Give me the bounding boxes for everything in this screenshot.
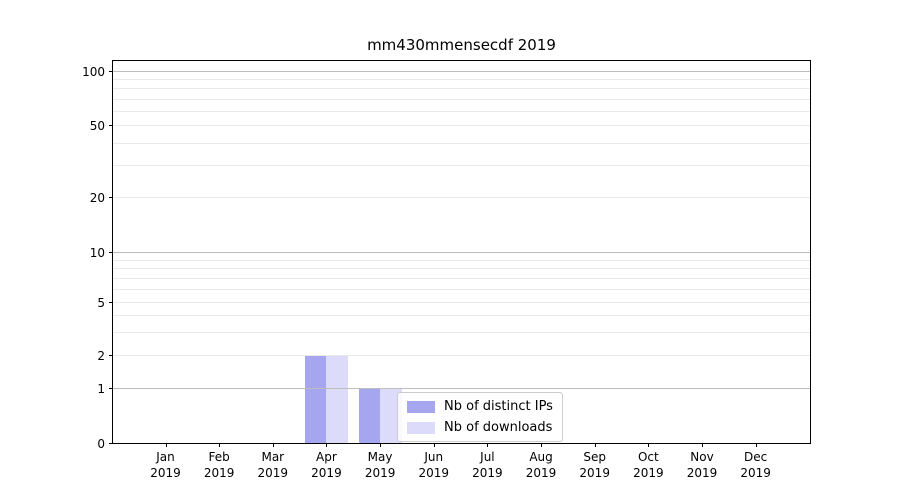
y-tick (109, 443, 113, 444)
y-gridline-minor (113, 268, 810, 269)
x-tick-year: 2019 (203, 466, 235, 480)
x-tick (433, 443, 435, 447)
x-tick-label: Apr 2019 (311, 450, 342, 480)
x-tick-year: 2019 (472, 466, 503, 480)
legend: Nb of distinct IPs Nb of downloads (397, 392, 563, 442)
x-tick (594, 443, 596, 447)
x-tick-year: 2019 (311, 466, 342, 480)
y-tick-label: 100 (82, 64, 105, 79)
x-tick-year: 2019 (686, 466, 718, 480)
x-tick-label: Jan 2019 (150, 450, 181, 480)
x-tick (380, 443, 382, 447)
y-tick-label: 2 (97, 348, 105, 363)
x-tick (755, 443, 757, 447)
x-tick-label: Feb 2019 (203, 450, 235, 480)
legend-entry: Nb of downloads (407, 420, 553, 435)
bar-nb-of-distinct-ips-may (358, 388, 381, 443)
y-tick-label: 10 (89, 245, 105, 260)
x-tick-label: Oct 2019 (633, 450, 664, 480)
x-tick-label: Aug 2019 (525, 450, 557, 480)
x-tick (487, 443, 489, 447)
x-tick-year: 2019 (525, 466, 557, 480)
y-gridline-minor (113, 278, 810, 279)
legend-swatch (407, 421, 435, 434)
legend-entry: Nb of distinct IPs (407, 399, 553, 414)
x-tick-label: Jun 2019 (418, 450, 450, 480)
x-tick-label: Jul 2019 (472, 450, 503, 480)
y-gridline-major (113, 252, 810, 253)
x-tick-label: Dec 2019 (740, 450, 771, 480)
y-gridline-minor (113, 315, 810, 316)
chart-title: mm430mmensecdf 2019 (367, 36, 556, 54)
y-tick (109, 197, 113, 198)
legend-swatch (407, 400, 435, 413)
x-tick (326, 443, 328, 447)
y-tick (109, 252, 113, 253)
y-gridline-minor (113, 125, 810, 126)
x-tick-year: 2019 (633, 466, 664, 480)
y-gridline-minor (113, 99, 810, 100)
x-tick-label: Sep 2019 (579, 450, 610, 480)
y-gridline-minor (113, 260, 810, 261)
x-tick (648, 443, 650, 447)
y-gridline-minor (113, 143, 810, 144)
plot-area: Jan 2019 Feb 2019 Mar 2019 Apr 2019 May 2019 Jun 20… (82, 60, 811, 480)
y-tick (109, 355, 113, 356)
x-tick (165, 443, 167, 447)
y-gridline-minor (113, 197, 810, 198)
y-tick (109, 71, 113, 72)
x-tick (272, 443, 274, 447)
x-tick-year: 2019 (364, 466, 396, 480)
legend-label: Nb of downloads (444, 420, 553, 435)
x-tick-year: 2019 (418, 466, 450, 480)
y-tick-label: 5 (97, 295, 105, 310)
x-tick-label: Mar 2019 (257, 450, 289, 480)
y-tick (109, 125, 113, 126)
y-gridline-minor (113, 355, 810, 356)
y-gridline-major (113, 71, 810, 72)
y-gridline-minor (113, 79, 810, 80)
x-tick-label: Nov 2019 (686, 450, 718, 480)
x-tick-year: 2019 (579, 466, 610, 480)
bar-nb-of-downloads-may (380, 388, 402, 443)
y-tick-label: 50 (89, 118, 105, 133)
x-tick (702, 443, 703, 447)
y-tick-label: 1 (97, 381, 105, 396)
y-gridline-minor (113, 302, 810, 303)
y-gridline-minor (113, 289, 810, 290)
y-tick (109, 302, 113, 303)
y-tick (109, 388, 113, 389)
y-tick-label: 20 (89, 190, 105, 205)
x-tick-year: 2019 (257, 466, 289, 480)
legend-label: Nb of distinct IPs (444, 399, 553, 414)
bar-nb-of-downloads-apr (326, 355, 348, 443)
x-tick (219, 443, 221, 447)
bar-nb-of-distinct-ips-apr (304, 355, 327, 443)
x-tick (541, 443, 543, 447)
x-tick-year: 2019 (150, 466, 181, 480)
y-tick-label: 0 (97, 436, 105, 451)
x-tick-year: 2019 (740, 466, 771, 480)
y-gridline-minor (113, 88, 810, 89)
x-tick-label: May 2019 (364, 450, 396, 480)
y-gridline-minor (113, 165, 810, 166)
y-gridline-minor (113, 111, 810, 112)
y-gridline-minor (113, 332, 810, 333)
y-gridline-major (113, 388, 810, 389)
